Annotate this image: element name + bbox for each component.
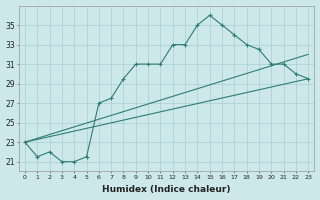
X-axis label: Humidex (Indice chaleur): Humidex (Indice chaleur)	[102, 185, 231, 194]
